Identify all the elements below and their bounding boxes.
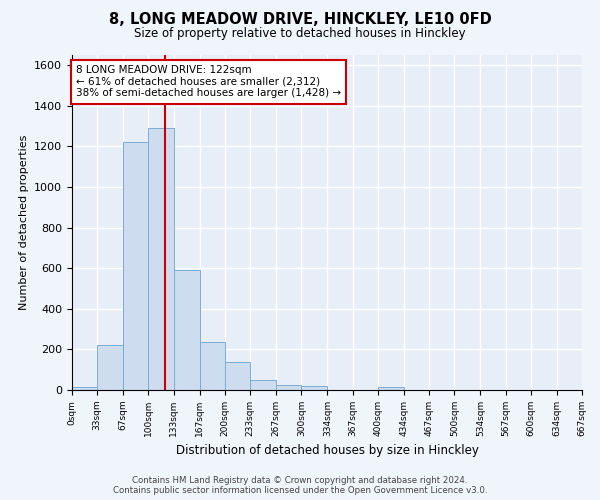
Bar <box>301 386 328 390</box>
Bar <box>173 270 200 390</box>
X-axis label: Distribution of detached houses by size in Hinckley: Distribution of detached houses by size … <box>176 444 478 458</box>
Bar <box>97 346 123 390</box>
Text: 8, LONG MEADOW DRIVE, HINCKLEY, LE10 0FD: 8, LONG MEADOW DRIVE, HINCKLEY, LE10 0FD <box>109 12 491 28</box>
Bar <box>225 362 250 390</box>
Text: Contains HM Land Registry data © Crown copyright and database right 2024.
Contai: Contains HM Land Registry data © Crown c… <box>113 476 487 495</box>
Bar <box>72 387 97 390</box>
Bar <box>378 387 404 390</box>
Text: 8 LONG MEADOW DRIVE: 122sqm
← 61% of detached houses are smaller (2,312)
38% of : 8 LONG MEADOW DRIVE: 122sqm ← 61% of det… <box>76 65 341 98</box>
Bar <box>250 380 276 390</box>
Y-axis label: Number of detached properties: Number of detached properties <box>19 135 29 310</box>
Bar <box>123 142 148 390</box>
Bar <box>276 385 301 390</box>
Bar <box>148 128 173 390</box>
Bar <box>200 342 225 390</box>
Text: Size of property relative to detached houses in Hinckley: Size of property relative to detached ho… <box>134 28 466 40</box>
